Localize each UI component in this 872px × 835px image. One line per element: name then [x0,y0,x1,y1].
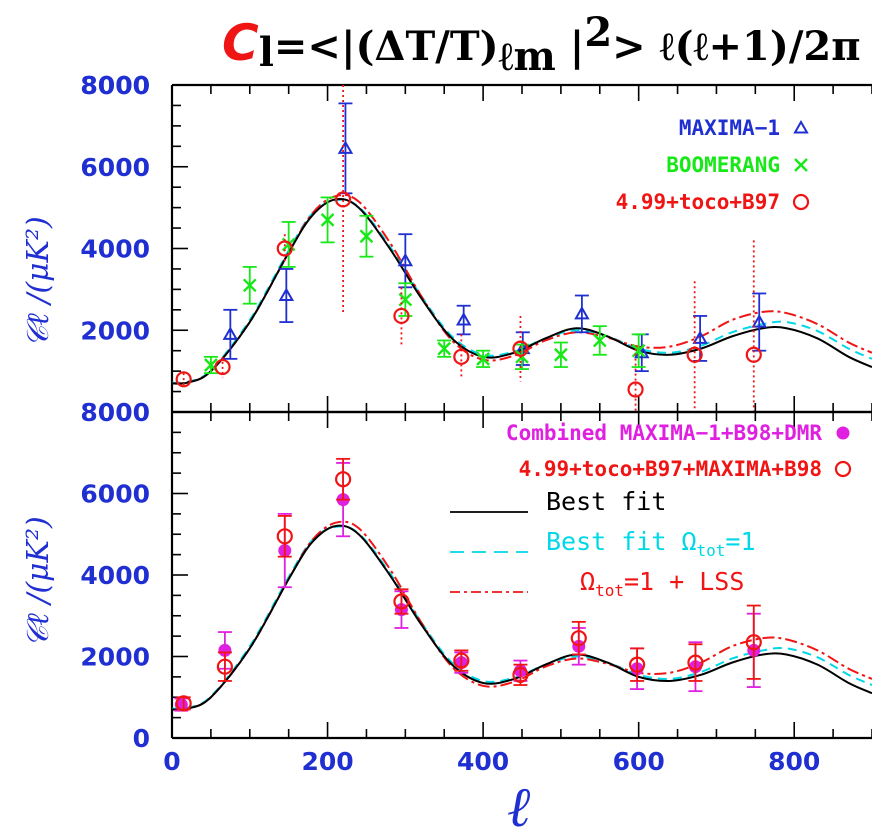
legend-label: Ωtot=1 + LSS [580,567,744,600]
top-series-0 [222,102,767,373]
top-point-cross-stroke-b [554,347,568,362]
top-point-circle [276,240,293,257]
top-point-cross [437,341,452,356]
bottom-point-circle [687,654,704,671]
bottom-point-circle [276,528,293,545]
legend-label: Combined MAXIMA−1+B98+DMR [506,421,822,445]
bottom-point-circle [393,593,410,610]
bottom-ylabel: 𝒞ℓ /(μK²) [21,516,56,647]
bottom-point-circle [335,471,352,488]
top-point-circle [175,371,192,388]
x-tick-label: 600 [613,747,665,776]
top-point-triangle [751,314,767,328]
legend-marker-filled-circle [836,426,850,440]
title-part-1: =<|(ΔT/T) [274,23,499,70]
bottom-point-circle [745,634,762,651]
top-point-circle [393,307,410,325]
x-tick-label: 200 [301,747,353,776]
title-sup-2: 2 [584,9,612,56]
x-tick-label: 800 [768,747,820,776]
top-point-triangle [222,326,239,340]
title-part-4: ℓ(ℓ+1)/2π [646,23,861,70]
x-tick-label: 400 [457,747,509,776]
bottom-ytick-label: 2000 [80,643,150,672]
top-point-cross [242,278,257,293]
bottom-point-circle [175,695,192,712]
bottom-point-circle [453,652,470,669]
legend-marker-cross-stroke-b [794,158,808,172]
top-point-triangle [397,252,414,267]
bottom-legend: Combined MAXIMA−1+B98+DMR 4.99+toco+B97+M… [450,421,852,600]
legend-marker-circle [792,193,810,211]
bottom-curve-best-fit-omega [172,525,872,710]
bottom-point-circle [629,656,646,673]
bottom-point-circle [216,658,233,675]
legend-label: Best fit [546,487,666,516]
top-point-cross-stroke-b [242,278,257,293]
top-ytick-label: 8000 [80,71,150,100]
legend-marker-circle [834,460,852,478]
bottom-ytick-label: 0 [133,724,150,753]
top-point-triangle [574,305,590,320]
top-point-cross-stroke-b [437,341,452,356]
top-point-triangle [692,330,708,344]
top-point-triangle [455,312,472,326]
top-point-cross [320,213,335,227]
top-point-cross-stroke-b [320,213,335,227]
top-point-cross-stroke-b [476,352,490,366]
top-ytick-label: 4000 [80,235,150,264]
legend-label: BOOMERANG [666,153,780,177]
title-part-2: | [556,23,584,70]
top-point-cross-stroke-b [281,237,296,252]
bottom-panel: 0 2000 4000 6000 0 200 400 600 800 Combined MAXIM… [80,410,872,776]
bottom-point-circle [512,666,529,683]
top-panel: 800020004000600080008000MAXIMA−1BOOMERAN… [80,71,872,427]
legend-label: MAXIMA−1 [679,116,780,140]
bottom-point-circle [570,630,587,647]
title-symbol: C [222,14,259,72]
top-point-circle [686,346,703,363]
title-text: Cl=<|(ΔT/T)ℓm |2> ℓ(ℓ+1)/2π [222,9,861,80]
top-point-cross [554,347,568,362]
legend-label: 4.99+toco+B97+MAXIMA+B98 [519,457,822,481]
top-ytick-label: 6000 [80,153,150,182]
title-symbol-sub: l [259,29,274,76]
top-point-cross-stroke-b [204,358,218,372]
top-ylabel: 𝒞ℓ /(μK²) [21,216,56,347]
top-point-cross-stroke-b [359,229,374,244]
legend-label: Best fit Ωtot=1 [546,527,756,560]
bottom-ytick-label: 6000 [80,480,150,509]
top-point-circle [745,346,762,363]
title-part-3: > [612,23,646,70]
title-sub-lm: ℓm [499,33,556,80]
top-point-circle [214,358,231,376]
top-ytick-label: 8000 [80,71,150,100]
top-legend: MAXIMA−1 BOOMERANG 4.99+toco+B97 [616,116,810,214]
bottom-curve-omega-lss [172,520,872,711]
top-point-cross-stroke-b [592,333,607,348]
top-point-triangle [337,140,354,154]
top-series-1 [203,196,646,375]
legend-marker-cross [794,158,808,172]
top-point-cross [359,229,374,244]
figure-title: Cl=<|(ΔT/T)ℓm |2> ℓ(ℓ+1)/2π [222,9,861,80]
top-point-cross [592,333,607,348]
top-point-circle [453,348,470,365]
top-point-circle [627,381,644,398]
bottom-ytick-label: 4000 [80,561,150,590]
bottom-series-1 [175,457,762,712]
top-point-circle [512,340,529,357]
legend-label: 4.99+toco+B97 [616,190,780,214]
top-ytick-label: 8000 [80,398,150,427]
top-series-2 [175,85,762,412]
top-point-circle [335,191,352,208]
top-point-cross [476,352,490,366]
legend-marker-triangle [793,119,809,134]
x-tick-label: 0 [163,747,180,776]
x-axis-label: ℓ [508,774,532,835]
top-point-triangle [278,287,295,302]
top-ytick-label: 2000 [80,316,150,345]
